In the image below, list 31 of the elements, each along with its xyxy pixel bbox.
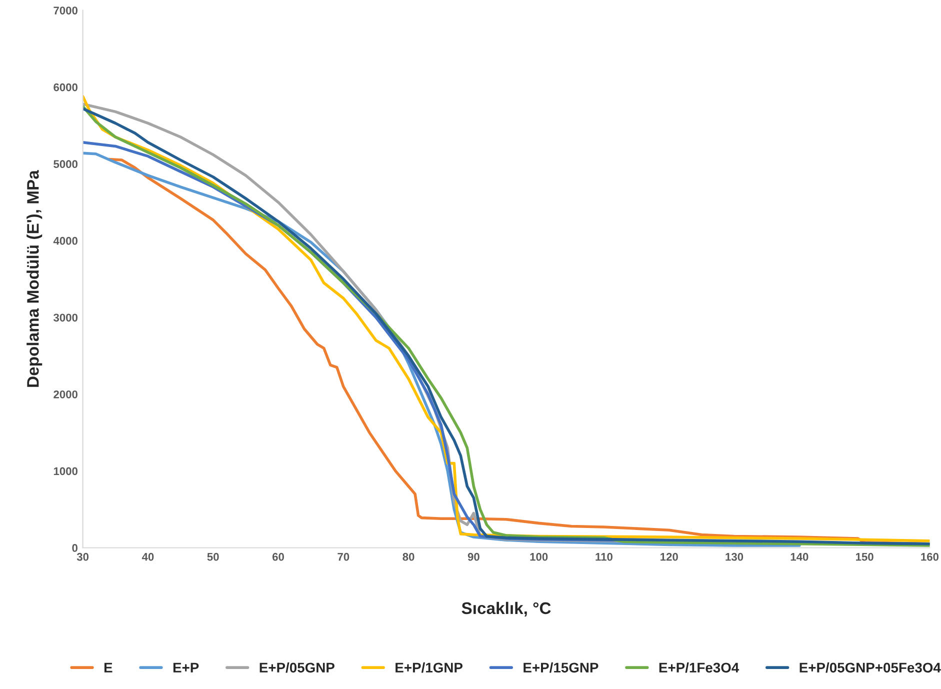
- legend-label: E+P/05GNP: [260, 662, 334, 673]
- x-tick-label: 70: [338, 552, 350, 561]
- legend-label: E: [104, 662, 112, 672]
- legend-label: E+P/05GNP+05Fe3O4: [800, 662, 941, 673]
- y-tick-label: 1000: [54, 467, 78, 476]
- x-tick-label: 160: [921, 552, 939, 561]
- x-tick-label: 150: [856, 552, 874, 561]
- legend-label: E+P/15GNP: [524, 662, 598, 673]
- x-tick-label: 110: [596, 552, 612, 561]
- x-tick-label: 130: [726, 552, 744, 561]
- x-tick-label: 80: [402, 552, 414, 561]
- x-tick-label: 40: [142, 552, 154, 561]
- x-tick-label: 60: [272, 552, 284, 561]
- x-tick-label: 50: [207, 552, 219, 561]
- y-tick-label: 4000: [53, 236, 78, 245]
- x-tick-label: 120: [660, 552, 678, 561]
- x-tick-label: 30: [76, 552, 89, 561]
- x-tick-label: 140: [790, 552, 808, 561]
- y-tick-label: 2000: [54, 390, 78, 398]
- legend-label: E+P/1GNP: [396, 662, 462, 673]
- legend-label: E+P/1Fe3O4: [659, 662, 740, 673]
- x-tick-label: 90: [468, 552, 480, 561]
- y-tick-label: 3000: [53, 314, 78, 322]
- x-tick-label: 100: [530, 552, 548, 561]
- y-tick-label: 5000: [54, 160, 78, 168]
- y-tick-label: 6000: [54, 83, 78, 92]
- y-tick-label: 7000: [54, 6, 78, 14]
- legend-label: E+P: [173, 662, 199, 672]
- y-tick-label: 0: [72, 544, 78, 552]
- y-axis-title: Depolama Modülü (E'), MPa: [26, 170, 42, 387]
- x-axis-title: Sıcaklık, °C: [462, 602, 551, 617]
